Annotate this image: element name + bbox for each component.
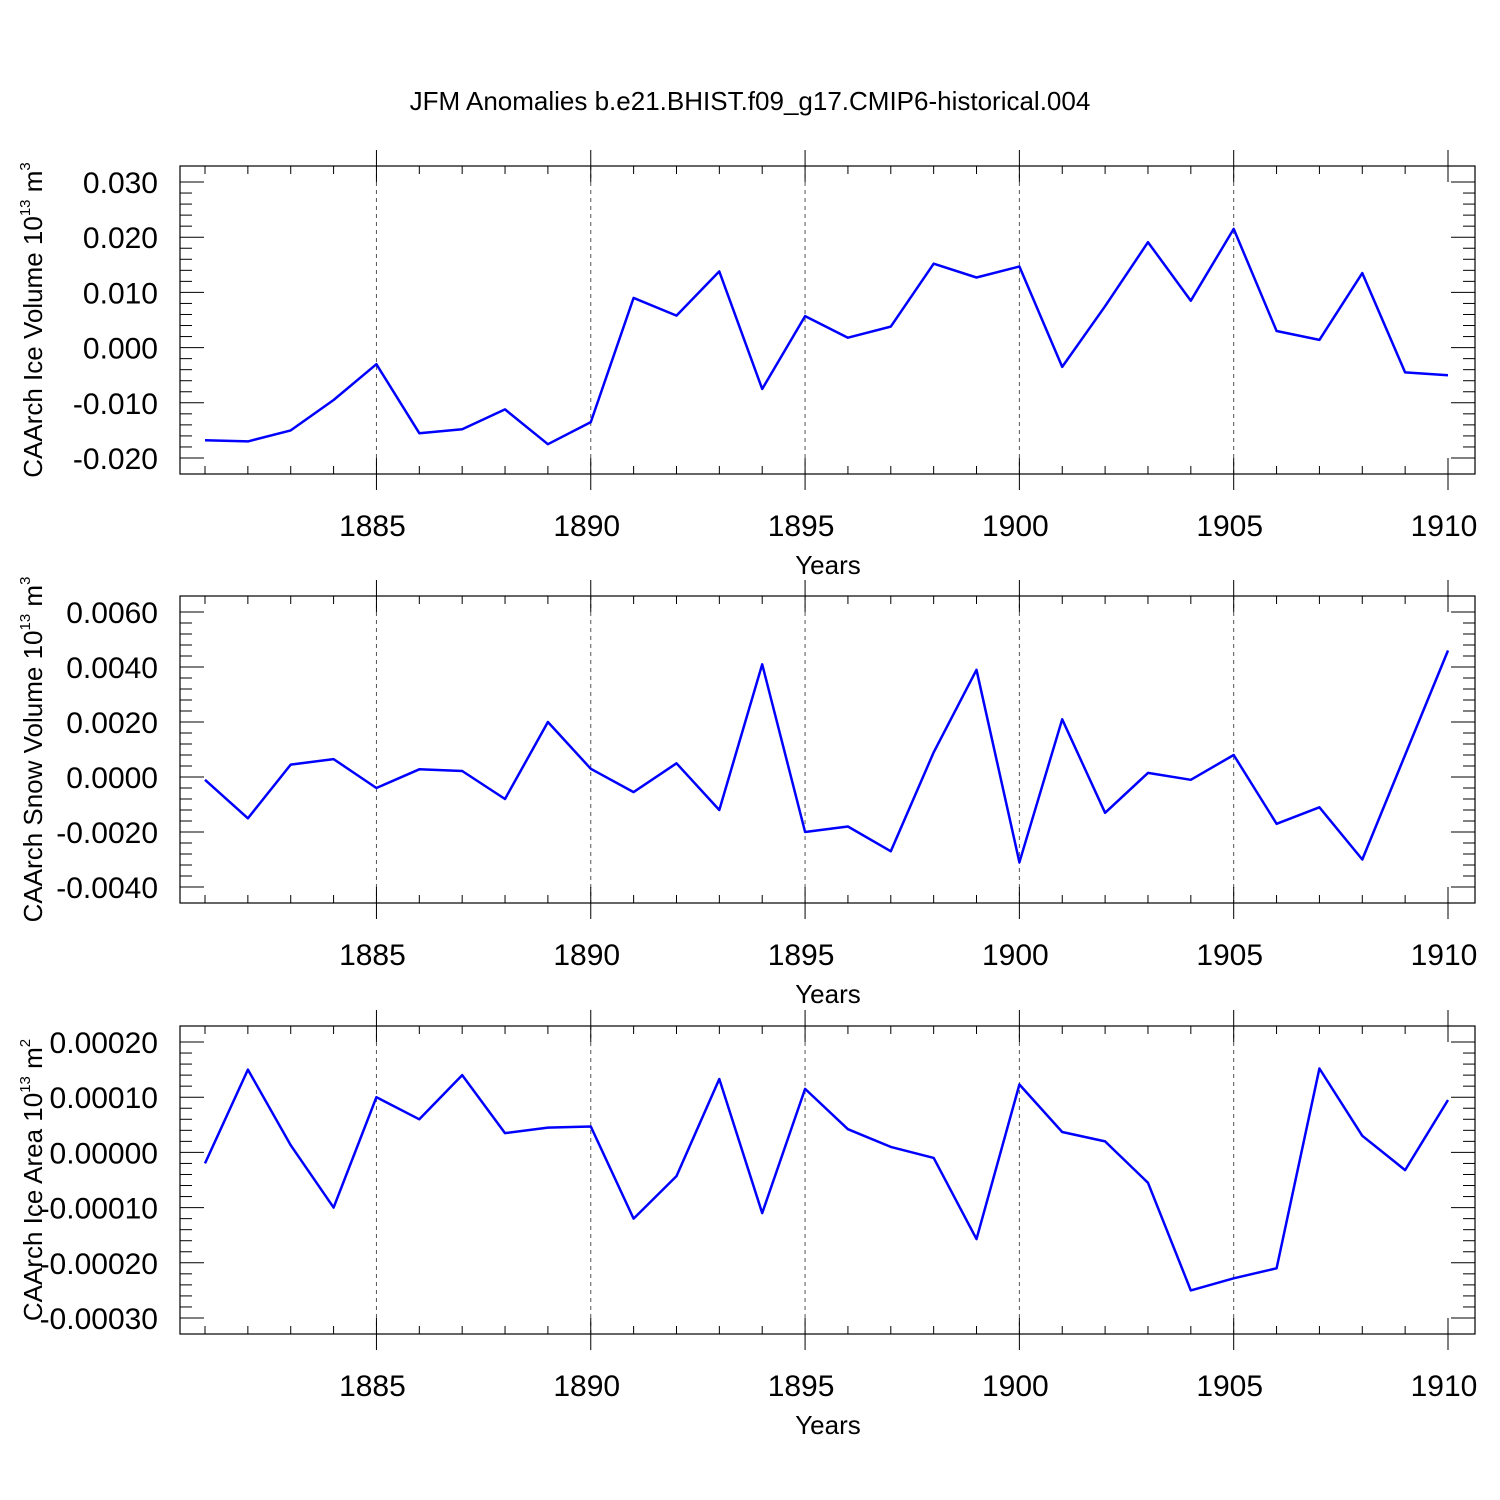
y-tick-label: -0.0020 <box>56 817 158 850</box>
y-tick-label: 0.00000 <box>50 1137 158 1170</box>
plot-frame <box>179 1025 1476 1335</box>
x-tick-label: 1890 <box>553 939 620 972</box>
x-tick-label: 1895 <box>768 1370 835 1403</box>
y-tick-label: 0.0040 <box>66 652 158 685</box>
y-tick-label: 0.000 <box>83 333 158 366</box>
y-tick-label: -0.00010 <box>40 1193 158 1226</box>
y-tick-label: -0.0040 <box>56 872 158 905</box>
x-tick-label: 1900 <box>982 939 1049 972</box>
x-axis-label: Years <box>795 979 861 1009</box>
x-tick-label: 1885 <box>339 510 406 543</box>
panel-ice-area: -0.00030 -0.00020 -0.00010 0.00000 0.00010 0.… <box>17 1010 1477 1440</box>
y-tick-label: 0.010 <box>83 277 158 310</box>
x-tick-label: 1895 <box>768 510 835 543</box>
y-tick-label: -0.00030 <box>40 1303 158 1336</box>
x-axis-label: Years <box>795 550 861 580</box>
x-tick-label: 1910 <box>1411 510 1478 543</box>
x-tick-label: 1905 <box>1196 510 1263 543</box>
y-tick-label: 0.0020 <box>66 707 158 740</box>
x-tick-label: 1910 <box>1411 939 1478 972</box>
panel-ice-volume: -0.020 -0.010 0.000 0.010 0.020 0.030 1885 1890… <box>17 150 1477 580</box>
y-tick-label: -0.00020 <box>40 1248 158 1281</box>
x-tick-label: 1900 <box>982 1370 1049 1403</box>
y-axis-label: CAArch Snow Volume 1013 m3 <box>17 577 48 923</box>
x-axis-label: Years <box>795 1410 861 1440</box>
y-tick-label: -0.010 <box>73 388 158 421</box>
panel-snow-volume: -0.0040 -0.0020 0.0000 0.0020 0.0040 0.0060 18… <box>17 577 1477 1009</box>
y-tick-label: 0.00020 <box>50 1027 158 1060</box>
series-line <box>204 227 1449 446</box>
y-tick-label: -0.020 <box>73 443 158 476</box>
x-tick-label: 1905 <box>1196 939 1263 972</box>
figure-title: JFM Anomalies b.e21.BHIST.f09_g17.CMIP6-… <box>410 86 1091 116</box>
y-tick-label: 0.00010 <box>50 1082 158 1115</box>
y-tick-label: 0.0000 <box>66 762 158 795</box>
y-axis-label: CAArch Ice Area 1013 m2 <box>17 1039 48 1321</box>
plot-frame <box>179 165 1476 475</box>
y-tick-label: 0.020 <box>83 222 158 255</box>
x-tick-label: 1900 <box>982 510 1049 543</box>
x-tick-label: 1885 <box>339 939 406 972</box>
plot-frame <box>179 595 1476 904</box>
x-tick-label: 1890 <box>553 510 620 543</box>
x-tick-label: 1910 <box>1411 1370 1478 1403</box>
y-tick-label: 0.030 <box>83 167 158 200</box>
series-line <box>204 650 1450 864</box>
x-tick-label: 1885 <box>339 1370 406 1403</box>
series-line <box>203 1067 1450 1292</box>
x-tick-label: 1895 <box>768 939 835 972</box>
y-tick-label: 0.0060 <box>66 597 158 630</box>
x-tick-label: 1905 <box>1196 1370 1263 1403</box>
x-tick-label: 1890 <box>553 1370 620 1403</box>
y-axis-label: CAArch Ice Volume 1013 m3 <box>17 162 48 478</box>
